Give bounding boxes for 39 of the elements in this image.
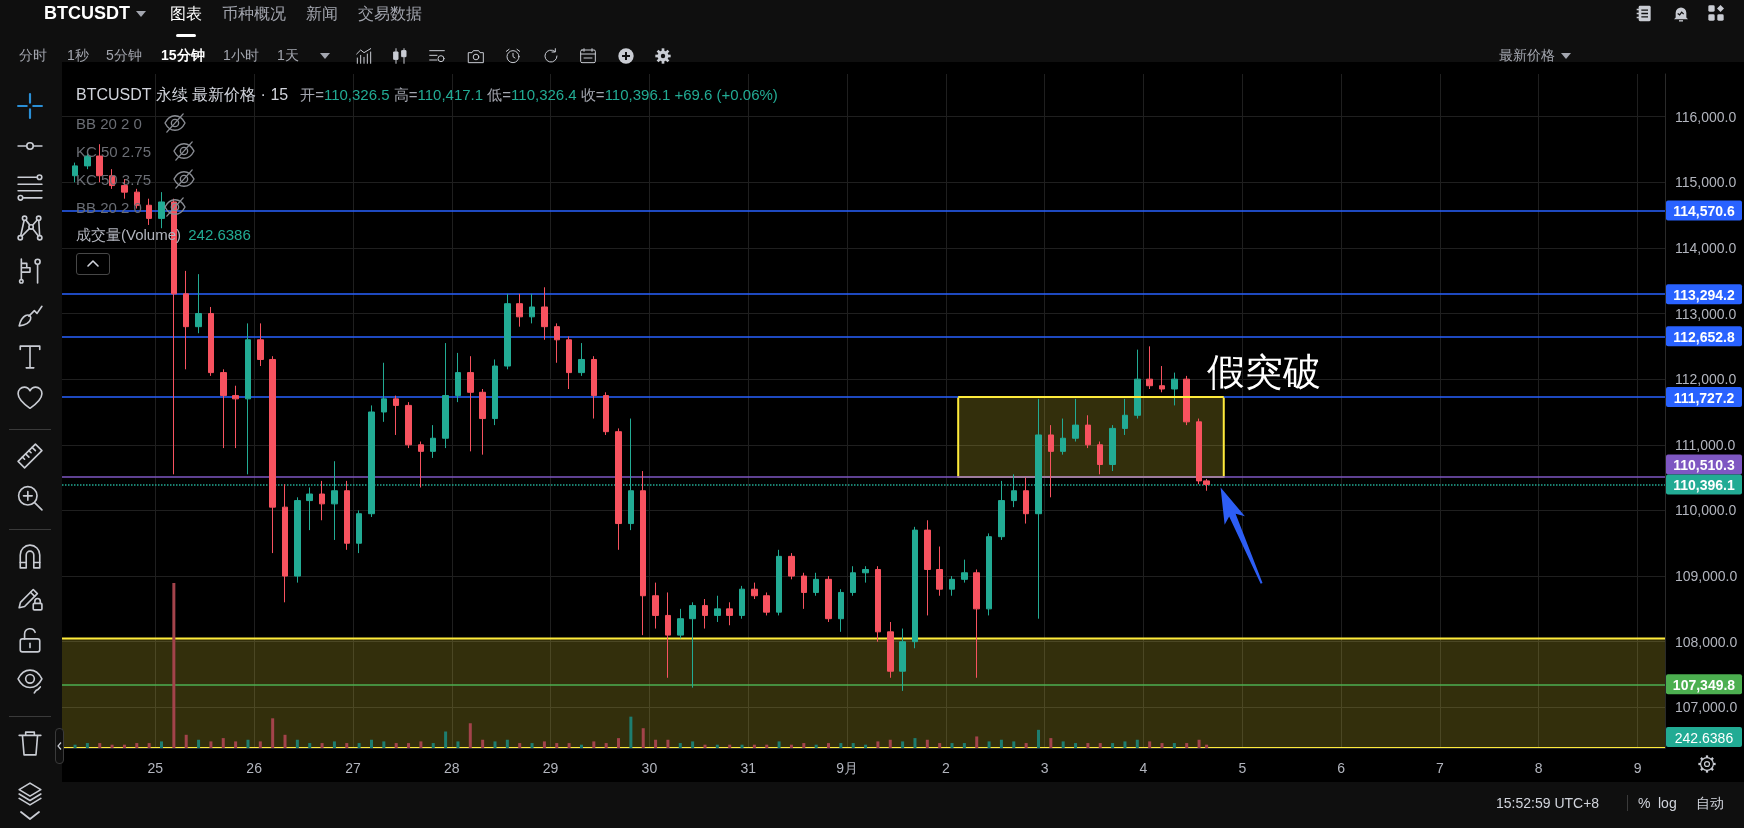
text: 开=110,326.5 高=110,417.1 低=110,326.4 收=110,396.1 +69.6 (+0.06%) <box>300 86 778 103</box>
y-tick-label: 115,000.0 <box>1675 174 1737 191</box>
text: 15分钟 <box>161 46 205 64</box>
annotation: BB 20 2 0 <box>76 114 142 132</box>
text: BTCUSDT 永续 最新价格 · 15 <box>76 85 289 105</box>
x-tick-label: 30 <box>641 760 658 776</box>
text: 新闻 <box>306 4 338 24</box>
text: 15:52:59 UTC+8 <box>1496 794 1600 812</box>
x-tick-label: 6 <box>1337 760 1346 776</box>
text: 交易数据 <box>358 4 422 24</box>
x-tick-label: 2 <box>941 760 950 776</box>
ref-line-label: 114,570.6 <box>1673 203 1735 220</box>
text: % <box>1638 794 1651 812</box>
text: 图表 <box>170 4 202 24</box>
x-tick-label: 27 <box>345 760 361 776</box>
annotation: KC 50 2.75 <box>76 142 152 160</box>
text: 币种概况 <box>222 4 286 24</box>
text: 自动 <box>1696 794 1724 812</box>
x-tick-label: 4 <box>1139 760 1148 776</box>
x-tick-label: 26 <box>246 760 263 776</box>
text: 分时 <box>19 46 47 64</box>
x-tick-label: 29 <box>542 760 559 776</box>
x-tick-label: 7 <box>1436 760 1445 776</box>
x-tick-label: 9 <box>1633 760 1642 776</box>
text: 1小时 <box>223 46 259 64</box>
x-tick-label: 9月 <box>836 760 858 776</box>
x-tick-label: 3 <box>1040 760 1049 776</box>
text: 1天 <box>277 46 299 64</box>
text: 5分钟 <box>106 46 142 64</box>
x-tick-label: 31 <box>740 760 757 776</box>
x-tick-label: 25 <box>147 760 164 776</box>
text: 1秒 <box>67 46 89 64</box>
x-tick-label: 8 <box>1534 760 1543 776</box>
x-tick-label: 5 <box>1238 760 1247 776</box>
y-tick-label: 116,000.0 <box>1675 108 1737 125</box>
x-tick-label: 28 <box>443 760 460 776</box>
text: log <box>1658 794 1677 812</box>
text: BTCUSDT <box>44 3 130 25</box>
text: 最新价格 <box>1499 46 1555 64</box>
